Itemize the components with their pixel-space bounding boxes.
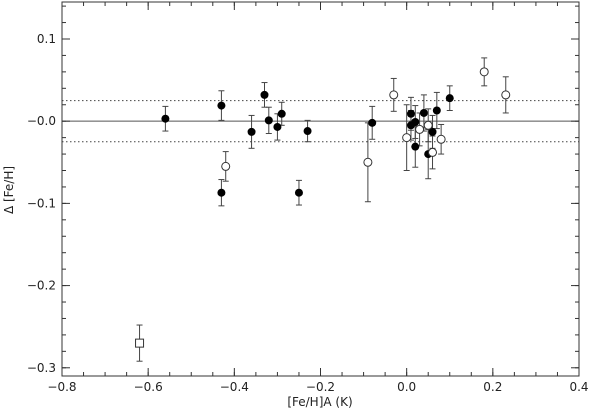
filled-circle-point — [368, 118, 377, 127]
filled-circle-point — [411, 142, 420, 151]
x-tick-label: −0.8 — [47, 380, 76, 394]
filled-circle-point — [303, 127, 312, 136]
open-circle-point — [389, 90, 399, 100]
x-tick-label: −0.6 — [134, 380, 163, 394]
x-axis-label: [Fe/H]A (K) — [287, 395, 352, 409]
open-square-point — [135, 338, 145, 348]
x-axis-ticks: −0.8 −0.6 −0.4 −0.2 0.0 0.2 0.4 — [47, 2, 589, 394]
open-circle-point — [428, 147, 438, 157]
open-circle-point — [221, 161, 231, 171]
open-circle-point — [415, 124, 425, 134]
filled-circle-point — [217, 188, 226, 197]
y-tick-label: −0.0 — [27, 114, 56, 128]
x-tick-label: −0.2 — [306, 380, 335, 394]
filled-circle-point — [419, 108, 428, 117]
filled-circle-point — [294, 188, 303, 197]
x-tick-label: 0.0 — [397, 380, 416, 394]
filled-circle-point — [445, 94, 454, 103]
y-tick-label: −0.1 — [27, 196, 56, 210]
x-tick-label: 0.2 — [483, 380, 502, 394]
y-axis-label: Δ [Fe/H] — [2, 166, 16, 214]
filled-circle-point — [260, 90, 269, 99]
filled-circle-point — [161, 114, 170, 123]
filled-circle-point — [411, 118, 420, 127]
data-markers — [135, 67, 511, 348]
open-circle-point — [501, 90, 511, 100]
reference-lines — [62, 100, 579, 143]
y-tick-label: −0.2 — [27, 279, 56, 293]
filled-circle-point — [432, 106, 441, 115]
filled-circle-point — [406, 109, 415, 118]
y-axis-ticks: 0.1 −0.0 −0.1 −0.2 −0.3 — [27, 5, 579, 375]
y-tick-label: 0.1 — [37, 32, 56, 46]
filled-circle-point — [217, 101, 226, 110]
plot-frame — [61, 1, 580, 377]
x-tick-label: 0.4 — [569, 380, 588, 394]
filled-circle-point — [273, 122, 282, 131]
open-circle-point — [479, 67, 489, 77]
open-circle-point — [363, 157, 373, 167]
x-tick-label: −0.4 — [220, 380, 249, 394]
filled-circle-point — [428, 127, 437, 136]
y-tick-label: −0.3 — [27, 361, 56, 375]
filled-circle-point — [277, 109, 286, 118]
filled-circle-point — [247, 127, 256, 136]
open-circle-point — [402, 133, 412, 143]
open-circle-point — [423, 120, 433, 130]
open-circle-point — [436, 134, 446, 144]
filled-circle-point — [264, 116, 273, 125]
